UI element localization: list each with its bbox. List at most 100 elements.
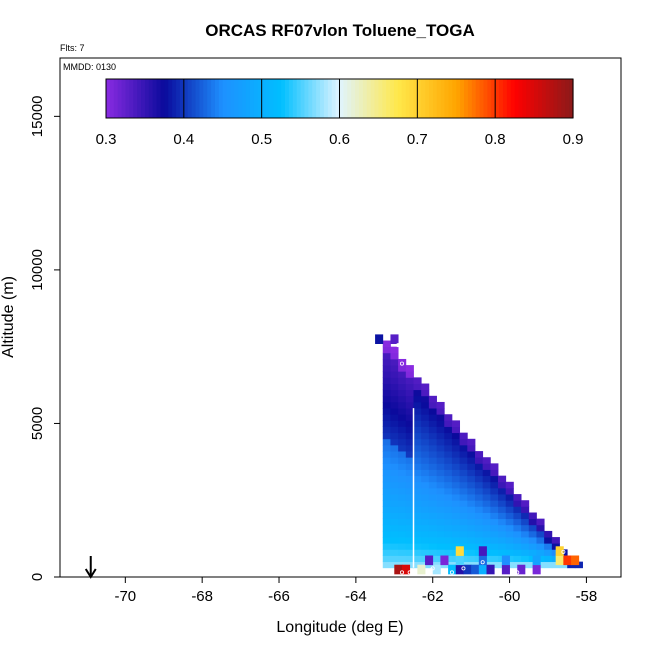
heatmap-cell [413,518,422,526]
heatmap-cell [382,365,391,372]
heatmap-cell [428,432,437,440]
heatmap-cell [421,500,430,507]
heatmap-cell [382,487,391,495]
heatmap-cell [513,555,522,563]
x-tick-label: -58 [576,588,598,605]
colorbar-swatch [518,79,524,118]
sample-point [542,570,547,575]
colorbar-swatch [436,79,442,118]
heatmap-cell [467,494,476,501]
heatmap-cell [390,401,399,409]
heatmap-cell [382,377,391,384]
heatmap-cell [513,524,522,532]
colorbar-swatch [471,79,477,118]
heatmap-cell [467,543,476,550]
heatmap-cell [428,494,437,501]
heatmap-cell [490,537,499,544]
heatmap-cell [505,524,514,532]
colorbar-swatch [226,79,232,118]
heatmap-cell [474,524,484,532]
heatmap-cell [467,555,476,563]
colorbar-swatch [397,79,403,118]
colorbar-swatch [203,79,208,118]
heatmap-cell [490,469,499,477]
heatmap-cell [444,444,453,452]
colorbar-swatch [285,79,290,118]
heatmap-cell [505,537,514,544]
heatmap-cell [382,469,391,477]
heatmap-cell [405,420,414,427]
heatmap-cell [436,543,445,550]
colorbar-swatch [464,79,469,118]
heatmap-cell [390,432,399,440]
colorbar-swatch [506,79,512,118]
colorbar-swatch [378,79,383,118]
heatmap-cell [482,512,491,520]
heatmap-cell [482,506,491,513]
heatmap-cell [432,564,441,575]
heatmap-cell [398,389,407,397]
heatmap-cell [482,524,491,532]
colorbar-swatch [467,79,473,118]
heatmap-cell [513,512,522,520]
heatmap-cell [398,463,407,470]
colorbar-swatch [187,79,193,118]
heatmap-cell [467,500,476,507]
heatmap-cell [405,512,414,520]
heatmap-cell [390,414,399,421]
heatmap-cell [421,494,430,501]
sample-point [396,343,401,348]
heatmap-cell [428,506,437,513]
heatmap-cell [482,518,491,526]
heatmap-cell [451,432,461,440]
heatmap-cell [532,555,541,566]
heatmap-cell [390,457,399,464]
heatmap-cell [505,512,514,520]
heatmap-cell [467,438,476,446]
colorbar-swatch [109,79,115,118]
heatmap-cell [444,494,453,501]
heatmap-cell [390,346,399,354]
heatmap-cell [382,352,391,360]
heatmap-cell [444,549,453,556]
heatmap-cell [398,500,407,507]
colorbar-swatch [261,79,267,118]
colorbar-swatch [207,79,212,118]
heatmap-cell [405,518,414,526]
heatmap-cell [428,487,437,495]
heatmap-cell [390,463,399,470]
sample-point [553,519,558,524]
heatmap-cell [405,371,414,378]
colorbar-swatch [320,79,325,118]
heatmap-cell [398,444,407,452]
heatmap-cell [467,524,476,532]
heatmap-cell [474,451,484,458]
heatmap-cell [390,549,399,556]
colorbar-swatch [425,79,430,118]
heatmap-cell [421,389,430,397]
heatmap-cell [444,463,453,470]
heatmap-cell [405,389,414,397]
heatmap-cell [390,358,399,366]
heatmap-cell [413,475,422,483]
colorbar-tick-label: 0.7 [407,131,428,148]
heatmap-cell [390,543,399,550]
heatmap-cell [405,530,414,538]
heatmap-cell [463,564,472,575]
heatmap-cell [405,500,414,507]
heatmap-cell [398,481,407,489]
heatmap-cell [436,500,445,507]
heatmap-cell [490,481,499,489]
heatmap-cell [390,537,399,544]
heatmap-cell [459,451,468,458]
heatmap-cell [421,444,430,452]
heatmap-cell [398,457,407,464]
heatmap-cell [467,506,476,513]
colorbar-swatch [148,79,154,118]
heatmap-cell [459,463,468,470]
heatmap-cell [459,530,468,538]
colorbar-tick-label: 0.4 [173,131,194,148]
heatmap-cell [528,537,537,544]
colorbar-swatch [117,79,123,118]
heatmap-cell [521,555,530,563]
